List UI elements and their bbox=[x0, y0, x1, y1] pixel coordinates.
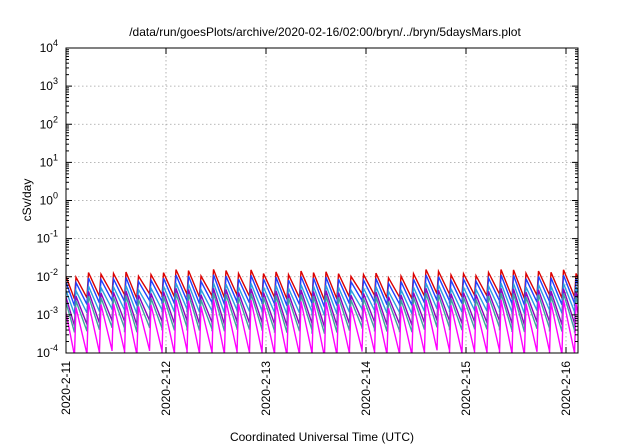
x-tick-label: 2020-2-12 bbox=[159, 361, 173, 416]
y-tick-mantissa: 10 bbox=[40, 79, 54, 93]
y-tick-label: 10-1 bbox=[37, 229, 58, 246]
y-tick-label: 102 bbox=[40, 114, 58, 131]
y-tick-exponent: 1 bbox=[53, 152, 58, 162]
x-tick-label: 2020-2-14 bbox=[359, 361, 373, 416]
y-tick-exponent: 4 bbox=[53, 38, 58, 48]
y-tick-label: 101 bbox=[40, 152, 58, 169]
series-group bbox=[66, 268, 578, 353]
series-line-6 bbox=[66, 299, 578, 353]
y-tick-mantissa: 10 bbox=[37, 346, 51, 360]
y-tick-mantissa: 10 bbox=[37, 308, 51, 322]
y-axis-label: cSv/day bbox=[20, 179, 34, 222]
y-tick-exponent: 3 bbox=[53, 76, 58, 86]
y-tick-mantissa: 10 bbox=[40, 41, 54, 55]
y-tick-mantissa: 10 bbox=[40, 155, 54, 169]
y-tick-exponent: 2 bbox=[53, 114, 58, 124]
y-tick-label: 103 bbox=[40, 76, 58, 93]
x-tick-label: 2020-2-11 bbox=[59, 361, 73, 415]
chart-title: /data/run/goesPlots/archive/2020-02-16/0… bbox=[129, 25, 521, 39]
y-tick-label: 10-4 bbox=[37, 343, 58, 360]
y-tick-exponent: -3 bbox=[50, 305, 58, 315]
y-tick-mantissa: 10 bbox=[40, 194, 54, 208]
y-tick-label: 10-2 bbox=[37, 267, 58, 284]
x-tick-label: 2020-2-15 bbox=[459, 361, 473, 416]
y-tick-exponent: -4 bbox=[50, 343, 58, 353]
y-tick-mantissa: 10 bbox=[40, 117, 54, 131]
y-tick-label: 104 bbox=[40, 38, 58, 55]
y-tick-label: 100 bbox=[40, 191, 58, 208]
y-tick-exponent: -1 bbox=[50, 229, 58, 239]
ticks: 10-410-310-210-11001011021031042020-2-11… bbox=[37, 38, 578, 416]
y-tick-mantissa: 10 bbox=[37, 270, 51, 284]
x-tick-label: 2020-2-13 bbox=[259, 361, 273, 416]
x-tick-label: 2020-2-16 bbox=[559, 361, 573, 416]
y-tick-mantissa: 10 bbox=[37, 232, 51, 246]
x-axis-label: Coordinated Universal Time (UTC) bbox=[230, 430, 414, 444]
y-tick-label: 10-3 bbox=[37, 305, 58, 322]
y-tick-exponent: -2 bbox=[50, 267, 58, 277]
series-line-2 bbox=[66, 274, 578, 308]
y-tick-exponent: 0 bbox=[53, 191, 58, 201]
